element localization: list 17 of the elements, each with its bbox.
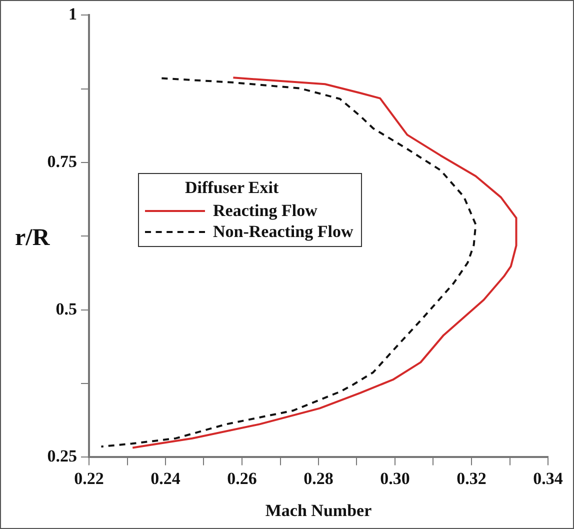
legend-label: Non-Reacting Flow xyxy=(213,221,354,242)
y-tick-label: 0.75 xyxy=(47,152,77,171)
legend-title: Diffuser Exit xyxy=(185,178,280,198)
y-axis-title: r/R xyxy=(15,225,50,252)
line-series xyxy=(100,77,477,448)
legend-label: Reacting Flow xyxy=(213,200,318,221)
y-tick-label: 1 xyxy=(68,4,77,24)
x-tick-label: 0.22 xyxy=(74,468,104,488)
y-tick-label: 0.5 xyxy=(56,299,77,318)
y-tick-label: 0.25 xyxy=(47,446,77,466)
x-tick-label: 0.34 xyxy=(533,468,564,488)
x-tick-label: 0.30 xyxy=(380,468,410,488)
x-tick-label: 0.26 xyxy=(227,468,257,488)
x-tick-label: 0.28 xyxy=(304,468,334,488)
x-tick-label: 0.24 xyxy=(150,468,181,488)
x-tick-label: 0.32 xyxy=(456,468,486,488)
x-axis-title: Mach Number xyxy=(265,501,372,520)
